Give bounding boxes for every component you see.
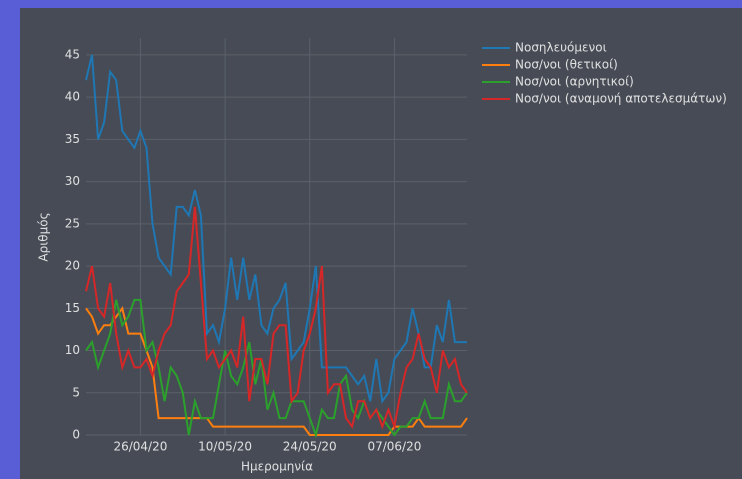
line-series	[85, 206, 468, 431]
y-axis-label: Αριθμός	[37, 212, 51, 261]
y-tick-label: 25	[65, 216, 80, 230]
x-tick-label: 24/05/20	[283, 440, 337, 454]
x-tick-label: 07/06/20	[367, 440, 421, 454]
x-axis-label: Ημερομηνία	[241, 460, 313, 474]
y-tick-label: 10	[65, 343, 80, 357]
legend-label: Νοσ/νοι (αναμονή αποτελεσμάτων)	[515, 92, 727, 106]
legend-label: Νοσ/νοι (θετικοί)	[515, 58, 618, 72]
y-tick-label: 45	[65, 47, 80, 61]
line-series	[85, 54, 467, 404]
legend-label: Νοσηλευόμενοι	[515, 41, 607, 55]
y-tick-label: 15	[65, 301, 80, 315]
y-tick-label: 20	[65, 259, 80, 273]
y-tick-label: 0	[72, 428, 80, 442]
y-tick-label: 35	[65, 132, 80, 146]
y-tick-label: 40	[65, 90, 80, 104]
x-tick-label: 26/04/20	[113, 440, 167, 454]
x-tick-label: 10/05/20	[198, 440, 252, 454]
line-series	[85, 298, 468, 439]
legend-label: Νοσ/νοι (αρνητικοί)	[515, 75, 634, 89]
y-tick-label: 5	[72, 385, 80, 399]
y-tick-label: 30	[65, 174, 80, 188]
